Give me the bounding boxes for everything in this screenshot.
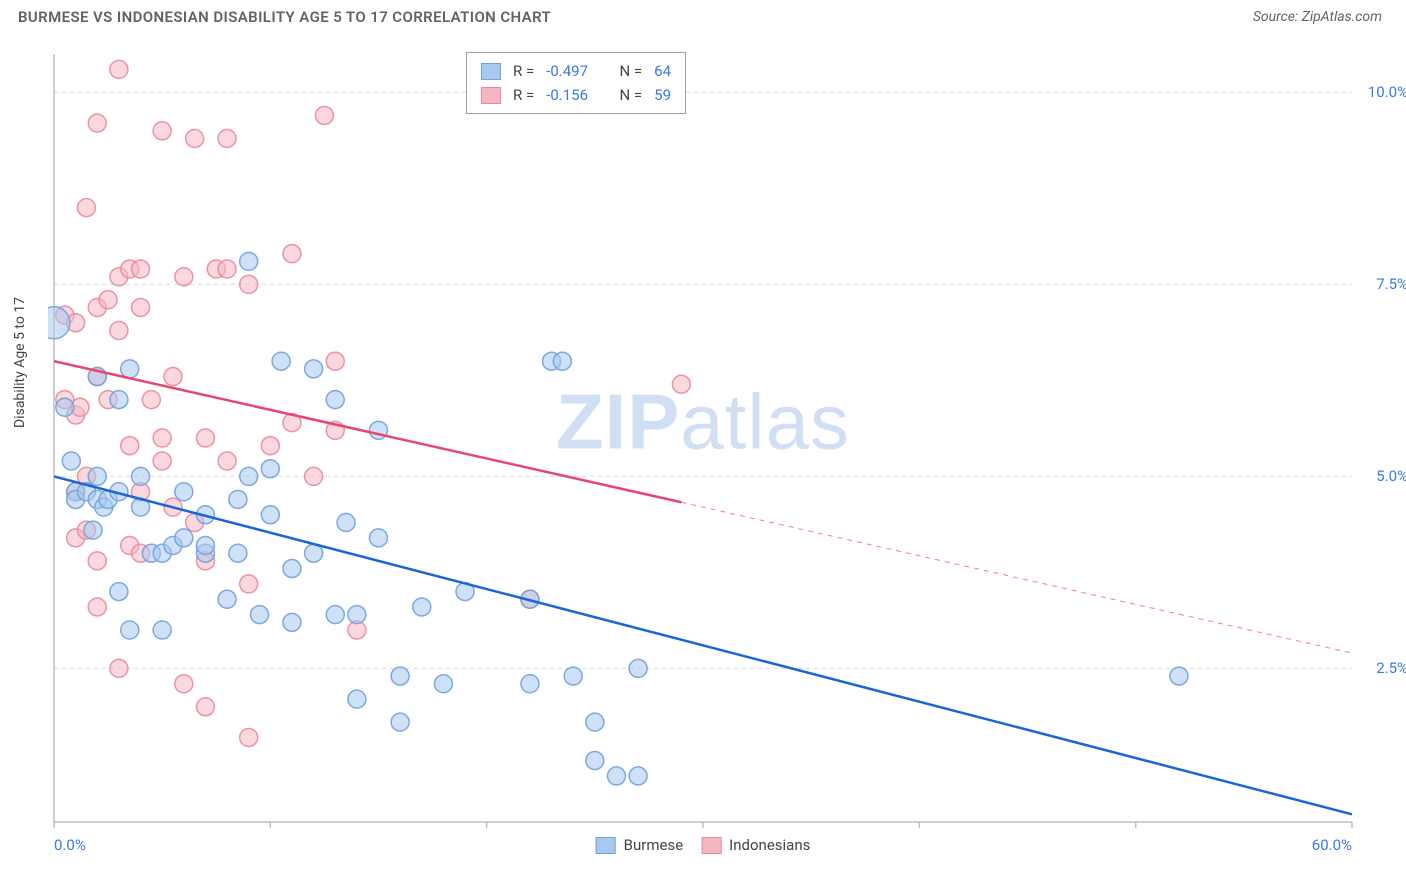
r-label: R = bbox=[513, 83, 534, 107]
x-tick-label: 0.0% bbox=[54, 836, 86, 854]
n-label: N = bbox=[619, 59, 642, 83]
y-tick-label: 5.0% bbox=[1376, 467, 1406, 485]
scatter-plot bbox=[48, 48, 1358, 828]
header: BURMESE VS INDONESIAN DISABILITY AGE 5 T… bbox=[0, 0, 1406, 34]
legend-swatch bbox=[481, 87, 501, 104]
series-legend: Burmese Indonesians bbox=[596, 836, 811, 854]
legend-row: R = -0.156 N = 59 bbox=[481, 83, 671, 107]
chart-title: BURMESE VS INDONESIAN DISABILITY AGE 5 T… bbox=[18, 8, 551, 26]
legend-row: R = -0.497 N = 64 bbox=[481, 59, 671, 83]
legend-swatch bbox=[481, 63, 501, 80]
legend-item: Indonesians bbox=[701, 836, 810, 854]
n-label: N = bbox=[619, 83, 642, 107]
r-label: R = bbox=[513, 59, 534, 83]
legend-label: Indonesians bbox=[729, 836, 810, 854]
y-tick-label: 10.0% bbox=[1368, 83, 1406, 101]
n-value: 59 bbox=[654, 83, 671, 107]
legend-label: Burmese bbox=[624, 836, 684, 854]
y-tick-label: 7.5% bbox=[1376, 275, 1406, 293]
legend-swatch bbox=[596, 837, 616, 854]
x-tick-label: 60.0% bbox=[1312, 836, 1352, 854]
chart-area: Disability Age 5 to 17 ZIPatlas 2.5%5.0%… bbox=[48, 48, 1358, 828]
legend-item: Burmese bbox=[596, 836, 684, 854]
y-tick-label: 2.5% bbox=[1376, 659, 1406, 677]
r-value: -0.156 bbox=[546, 83, 588, 107]
source-label: Source: ZipAtlas.com bbox=[1253, 9, 1382, 25]
n-value: 64 bbox=[654, 59, 671, 83]
r-value: -0.497 bbox=[546, 59, 588, 83]
correlation-legend: R = -0.497 N = 64 R = -0.156 N = 59 bbox=[466, 52, 686, 114]
legend-swatch bbox=[701, 837, 721, 854]
y-axis-label: Disability Age 5 to 17 bbox=[12, 297, 28, 428]
